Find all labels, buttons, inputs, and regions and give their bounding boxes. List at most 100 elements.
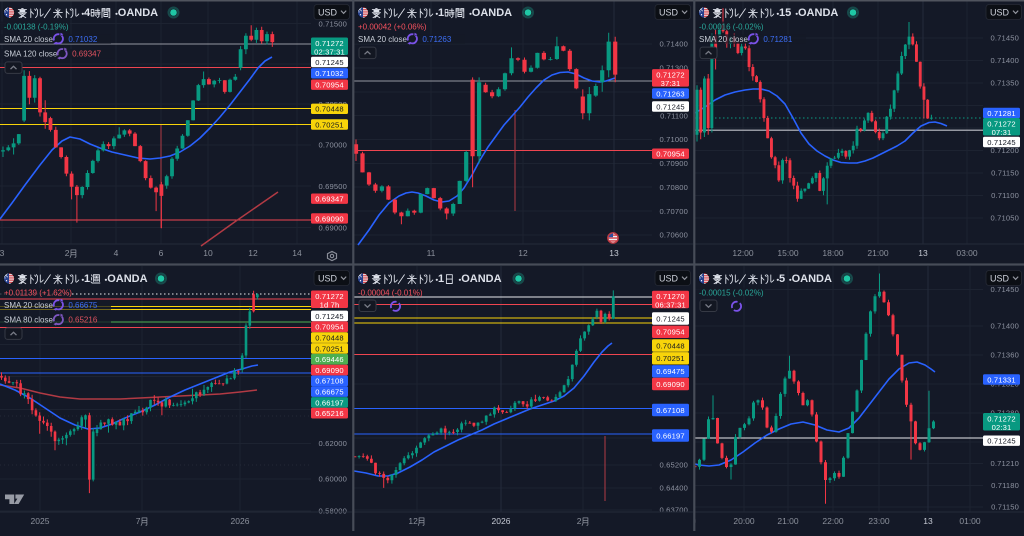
svg-text:0.65216: 0.65216 <box>68 316 97 325</box>
svg-text:OANDA: OANDA <box>798 7 838 19</box>
svg-text:4: 4 <box>84 7 91 19</box>
svg-text:0.71032: 0.71032 <box>315 69 344 78</box>
svg-text:4: 4 <box>114 248 119 258</box>
svg-text:0.70954: 0.70954 <box>656 328 685 337</box>
svg-text:2: 2 <box>577 516 582 526</box>
svg-text:13: 13 <box>923 516 933 526</box>
svg-text:0.71245: 0.71245 <box>987 437 1016 446</box>
svg-text:0.70251: 0.70251 <box>315 344 344 353</box>
svg-text:0.71400: 0.71400 <box>991 56 1020 65</box>
svg-text:0.71200: 0.71200 <box>991 146 1020 155</box>
svg-text:03:00: 03:00 <box>956 248 978 258</box>
svg-text:12: 12 <box>518 248 528 258</box>
svg-text:OANDA: OANDA <box>792 273 832 285</box>
svg-text:1: 1 <box>438 7 444 19</box>
svg-text:+0.00042 (+0.06%): +0.00042 (+0.06%) <box>358 23 427 32</box>
svg-text:2025: 2025 <box>31 516 50 526</box>
svg-text:0.71272: 0.71272 <box>987 414 1016 423</box>
svg-text:7: 7 <box>136 516 141 526</box>
svg-text:0.64400: 0.64400 <box>660 484 689 493</box>
svg-text:0.71050: 0.71050 <box>991 214 1020 223</box>
svg-text:37:31: 37:31 <box>661 79 681 88</box>
svg-text:15: 15 <box>779 7 791 19</box>
svg-text:0.67108: 0.67108 <box>315 377 344 386</box>
svg-text:0.70900: 0.70900 <box>660 159 689 168</box>
svg-text:0.71281: 0.71281 <box>987 109 1016 118</box>
svg-text:0.71245: 0.71245 <box>315 312 344 321</box>
svg-text:USD: USD <box>990 273 1010 283</box>
svg-text:2026: 2026 <box>492 516 511 526</box>
svg-text:01:00: 01:00 <box>959 516 981 526</box>
svg-text:0.71400: 0.71400 <box>991 322 1020 331</box>
svg-text:0.70954: 0.70954 <box>315 81 344 90</box>
svg-text:SMA 20 close: SMA 20 close <box>358 35 407 44</box>
svg-text:0.71000: 0.71000 <box>660 135 689 144</box>
svg-text:0.70600: 0.70600 <box>660 231 689 240</box>
svg-text:0.70448: 0.70448 <box>656 341 685 350</box>
svg-text:0.71272: 0.71272 <box>315 292 344 301</box>
svg-text:1: 1 <box>84 273 90 285</box>
svg-text:3: 3 <box>0 248 5 258</box>
svg-text:0.69000: 0.69000 <box>319 223 348 232</box>
svg-text:0.71263: 0.71263 <box>422 35 451 44</box>
svg-text:0.66675: 0.66675 <box>68 301 97 310</box>
svg-text:SMA 20 close: SMA 20 close <box>4 35 53 44</box>
svg-text:USD: USD <box>990 7 1010 17</box>
svg-text:0.66675: 0.66675 <box>315 388 344 397</box>
svg-text:0.71245: 0.71245 <box>656 314 685 323</box>
svg-text:0.71500: 0.71500 <box>319 19 348 28</box>
svg-text:1: 1 <box>438 273 444 285</box>
svg-text:0.71270: 0.71270 <box>656 292 685 301</box>
svg-text:0.71032: 0.71032 <box>68 35 97 44</box>
svg-text:10: 10 <box>203 248 213 258</box>
svg-text:0.65216: 0.65216 <box>315 409 344 418</box>
svg-text:5: 5 <box>779 273 785 285</box>
svg-text:1d 7h: 1d 7h <box>320 300 340 309</box>
svg-text:0.69090: 0.69090 <box>315 366 344 375</box>
svg-text:2: 2 <box>65 248 70 258</box>
svg-text:0.69347: 0.69347 <box>315 195 344 204</box>
svg-text:2026: 2026 <box>231 516 250 526</box>
svg-text:USD: USD <box>659 273 679 283</box>
svg-text:0.65200: 0.65200 <box>660 461 689 470</box>
svg-text:0.67108: 0.67108 <box>656 406 685 415</box>
svg-text:0.70954: 0.70954 <box>656 150 685 159</box>
svg-text:USD: USD <box>659 7 679 17</box>
svg-text:0.70251: 0.70251 <box>656 354 685 363</box>
svg-text:0.71450: 0.71450 <box>991 34 1020 43</box>
svg-text:0.70954: 0.70954 <box>315 323 344 332</box>
svg-text:-0.00015 (-0.02%): -0.00015 (-0.02%) <box>699 289 764 298</box>
svg-text:0.71263: 0.71263 <box>656 89 685 98</box>
svg-text:0.71150: 0.71150 <box>991 503 1019 512</box>
svg-text:0.69500: 0.69500 <box>319 182 348 191</box>
svg-text:SMA 80 close: SMA 80 close <box>4 316 53 325</box>
svg-text:0.58000: 0.58000 <box>319 507 348 516</box>
svg-text:0.71245: 0.71245 <box>315 58 344 67</box>
svg-text:0.71400: 0.71400 <box>660 40 689 49</box>
svg-text:11: 11 <box>427 248 436 258</box>
svg-text:0.70448: 0.70448 <box>315 105 344 114</box>
svg-text:0.63700: 0.63700 <box>660 506 689 515</box>
svg-text:21:00: 21:00 <box>867 248 889 258</box>
svg-text:0.70251: 0.70251 <box>315 120 344 129</box>
svg-text:0.70700: 0.70700 <box>660 207 689 216</box>
svg-text:0.66197: 0.66197 <box>656 431 685 440</box>
svg-text:SMA 20 close: SMA 20 close <box>699 35 748 44</box>
svg-text:0.71281: 0.71281 <box>763 35 792 44</box>
svg-text:0.70800: 0.70800 <box>660 183 689 192</box>
svg-text:02:37:31: 02:37:31 <box>314 47 345 56</box>
svg-text:0.71180: 0.71180 <box>991 481 1019 490</box>
svg-text:0.71272: 0.71272 <box>315 39 344 48</box>
svg-text:6: 6 <box>159 248 164 258</box>
svg-text:0.71245: 0.71245 <box>987 138 1016 147</box>
svg-text:0.69347: 0.69347 <box>72 50 101 59</box>
svg-text:0.69090: 0.69090 <box>315 214 344 223</box>
svg-text:OANDA: OANDA <box>472 7 512 19</box>
svg-text:0.71360: 0.71360 <box>991 351 1020 360</box>
svg-text:22:00: 22:00 <box>822 516 844 526</box>
svg-text:0.69090: 0.69090 <box>656 380 685 389</box>
svg-text:14: 14 <box>292 248 302 258</box>
svg-text:SMA 20 close: SMA 20 close <box>4 301 53 310</box>
svg-text:0.71150: 0.71150 <box>991 169 1019 178</box>
svg-text:06:37:31: 06:37:31 <box>655 301 686 310</box>
